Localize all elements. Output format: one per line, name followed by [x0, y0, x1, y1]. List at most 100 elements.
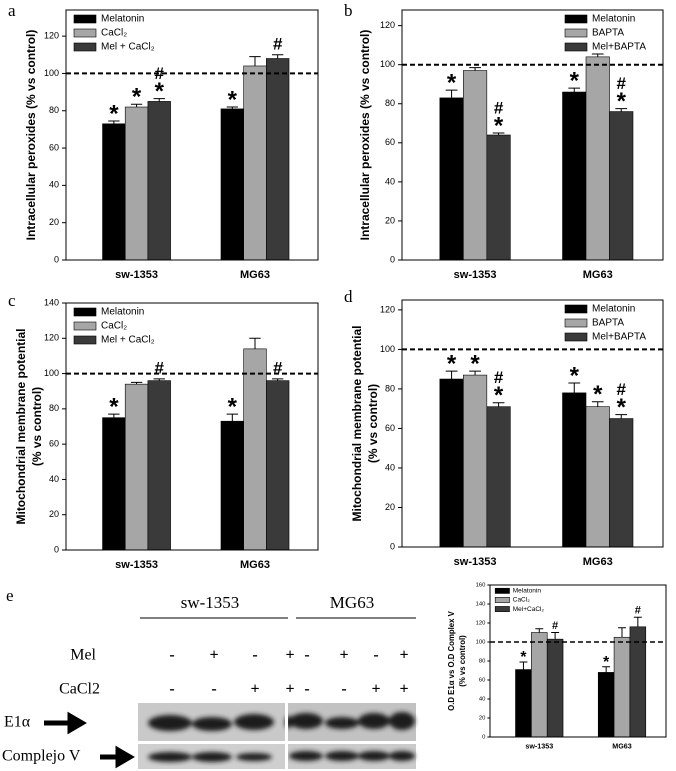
significance-mark: *	[494, 382, 504, 409]
significance-mark: *	[228, 86, 238, 113]
lane-sign: +	[399, 681, 408, 698]
bar	[124, 383, 149, 551]
bar	[147, 101, 171, 261]
bar	[629, 626, 647, 738]
y-tick-label: 80	[385, 383, 395, 393]
error-bar	[226, 413, 238, 422]
bar	[546, 638, 564, 738]
y-tick-label: 100	[44, 368, 59, 378]
lane-sign: +	[209, 647, 218, 664]
lane-sign: -	[169, 681, 174, 698]
bar	[439, 97, 464, 261]
y-tick-label: 40	[385, 462, 395, 472]
significance-mark: *	[470, 350, 480, 377]
y-axis-label: (% vs control)	[30, 387, 44, 466]
y-tick-label: 40	[385, 176, 395, 186]
y-tick-label: 100	[44, 68, 59, 78]
error-bar	[108, 120, 120, 124]
legend-label: Mel+BAPTA	[592, 332, 646, 343]
y-tick-label: 20	[479, 716, 486, 722]
error-bar	[130, 381, 143, 385]
significance-mark: *	[570, 67, 580, 94]
bar	[609, 111, 634, 261]
x-tick-label: sw-1353	[115, 269, 158, 281]
significance-mark: #	[273, 34, 283, 53]
error-bar	[272, 54, 284, 59]
legend-label: CaCl₂	[101, 28, 127, 39]
legend-label: Melatonin	[101, 307, 144, 318]
y-tick-label: 120	[44, 333, 59, 343]
legend-label: Mel+BAPTA	[592, 42, 646, 53]
legend-label: Melatonin	[513, 588, 542, 595]
y-tick-label: 60	[49, 439, 59, 449]
y-tick-label: 40	[49, 180, 59, 190]
significance-mark: *	[520, 649, 527, 666]
y-tick-label: 60	[49, 142, 59, 152]
y-tick-label: 100	[380, 59, 395, 69]
lane-sign: -	[252, 647, 257, 664]
y-tick-label: 60	[479, 678, 486, 684]
error-bar	[445, 89, 458, 98]
y-tick-label: 0	[390, 541, 395, 551]
plot-frame	[401, 299, 664, 548]
legend-swatch	[564, 318, 588, 328]
blot-panel: e sw-1353 MG63 Mel CaCl2 E1α Complejo V	[2, 586, 416, 769]
error-bar	[130, 103, 143, 108]
lane-sign: -	[341, 681, 346, 698]
legend-label: Melatonin	[101, 14, 144, 25]
plot-frame	[489, 584, 667, 738]
significance-mark: #	[494, 368, 504, 387]
y-tick-label: 60	[385, 137, 395, 147]
y-tick-label: 100	[380, 344, 395, 354]
error-bar	[633, 616, 642, 627]
legend-label: Melatonin	[592, 304, 635, 315]
band-label: Complejo V	[2, 748, 81, 765]
y-tick-label: 140	[476, 602, 487, 608]
legend-swatch	[73, 42, 97, 52]
y-tick-label: 20	[385, 502, 395, 512]
legend-swatch	[564, 42, 588, 52]
panel-label: c	[8, 291, 16, 310]
error-bar	[108, 413, 120, 418]
bar	[463, 70, 488, 261]
error-bar	[445, 370, 458, 380]
legend-swatch	[564, 28, 588, 38]
bar	[609, 418, 634, 548]
significance-mark: *	[132, 84, 142, 111]
bar	[463, 374, 488, 548]
legend-swatch	[494, 606, 510, 612]
bar	[124, 106, 149, 261]
significance-mark: #	[635, 605, 641, 617]
error-bar	[492, 402, 505, 407]
x-tick-label: sw-1353	[454, 556, 497, 568]
y-tick-label: 0	[390, 254, 395, 264]
y-tick-label: 0	[54, 254, 59, 264]
significance-mark: *	[447, 69, 457, 96]
bar	[266, 58, 290, 261]
legend-swatch	[564, 14, 588, 24]
error-bar	[551, 632, 560, 640]
significance-mark: *	[617, 394, 627, 421]
error-bar	[615, 108, 628, 112]
row-label: Mel	[70, 647, 96, 664]
error-bar	[153, 378, 165, 381]
significance-mark: #	[552, 620, 558, 632]
bar	[439, 378, 464, 548]
x-tick-label: MG63	[240, 559, 270, 571]
row-label: CaCl2	[59, 681, 100, 698]
error-bar	[272, 378, 284, 381]
legend-label: BAPTA	[592, 28, 624, 39]
bar	[243, 348, 267, 551]
legend-label: Mel + CaCl₂	[101, 335, 155, 346]
error-bar	[535, 628, 544, 633]
bar	[585, 56, 610, 261]
legend-label: Mel + CaCl₂	[101, 42, 155, 53]
panel-label: d	[344, 287, 353, 306]
y-tick-label: 80	[49, 403, 59, 413]
y-tick-label: 0	[482, 735, 486, 741]
group-label: MG63	[330, 593, 374, 612]
arrow	[44, 711, 87, 735]
bands	[148, 712, 415, 762]
significance-mark: *	[570, 362, 580, 389]
